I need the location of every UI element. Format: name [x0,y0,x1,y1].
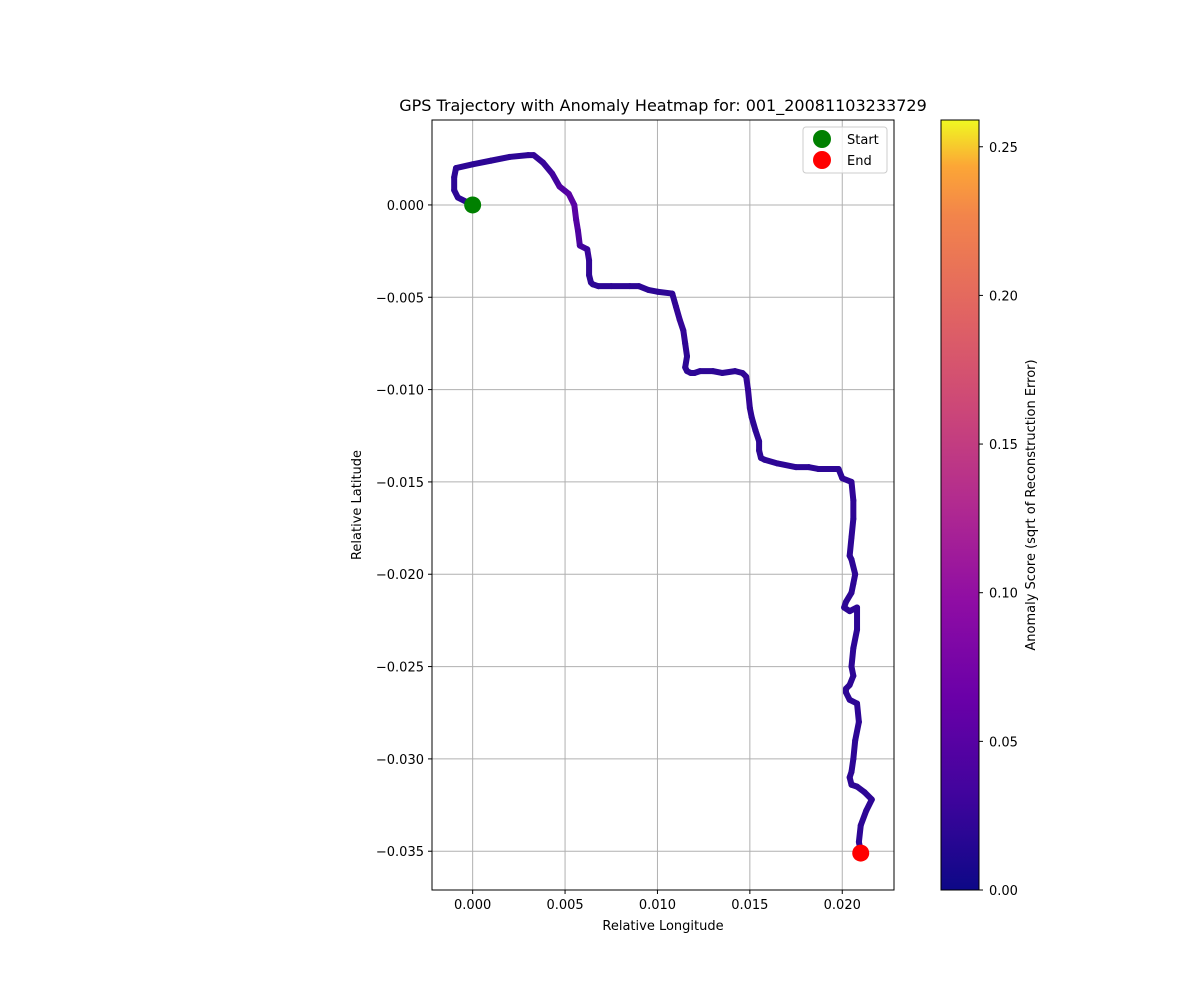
x-tick-label: 0.015 [731,898,768,913]
colorbar-tick-label: 0.05 [989,735,1018,750]
trajectory-segment [506,152,532,160]
colorbar-tick-label: 0.15 [989,438,1018,453]
y-tick-label: −0.035 [376,845,424,860]
trajectory-line [451,152,875,855]
y-tick-label: −0.010 [376,384,424,399]
endpoint-markers [464,196,870,862]
colorbar-tick-label: 0.20 [989,289,1018,304]
colorbar-tick-label: 0.10 [989,587,1018,602]
grid [432,120,894,890]
colorbar-tick-label: 0.25 [989,141,1018,156]
colorbar-tick-label: 0.00 [989,884,1018,899]
chart-title: GPS Trajectory with Anomaly Heatmap for:… [399,96,927,116]
plot-frame [431,119,895,891]
x-tick-label: 0.010 [639,898,676,913]
y-tick-label: −0.030 [376,753,424,768]
x-axis-ticks: 0.000 0.005 0.010 0.015 0.020 [454,890,861,913]
trajectory-segment [848,645,857,670]
marker-end [852,844,870,862]
y-tick-label: −0.025 [376,661,424,676]
plot-area: 0.000 0.005 0.010 0.015 0.020 0.000 −0.005 −0.… [376,119,895,913]
colorbar-ticks: 0.00 0.05 0.10 0.15 0.20 0.25 [979,141,1018,899]
trajectory-segment [850,626,861,652]
trajectory-segment [745,386,753,412]
legend-label-start: Start [847,133,879,148]
trajectory-segment [469,157,495,168]
colorbar-gradient [940,119,980,891]
y-tick-label: −0.015 [376,476,424,491]
x-axis-label: Relative Longitude [602,919,723,934]
x-tick-label: 0.005 [546,898,583,913]
marker-start [464,196,482,214]
y-tick-label: 0.000 [387,199,424,214]
legend-marker-start [813,130,831,148]
trajectory-segment [848,515,857,541]
y-axis-ticks: 0.000 −0.005 −0.010 −0.015 −0.020 −0.025 −0.03… [376,199,432,860]
trajectory-segment [854,700,862,725]
trajectory-segment [848,478,857,504]
colorbar: 0.00 0.05 0.10 0.15 0.20 0.25 Anomaly Score (… [940,119,1039,899]
legend: Start End [802,126,888,174]
colorbar-label: Anomaly Score (sqrt of Reconstruction Er… [1024,359,1039,650]
y-tick-label: −0.020 [376,568,424,583]
trajectory-segment [852,718,862,744]
trajectory-segment [846,534,855,559]
trajectory-segment [774,460,800,471]
legend-label-end: End [847,154,872,169]
x-tick-label: 0.000 [454,898,491,913]
y-axis-label: Relative Latitude [350,450,365,560]
y-tick-label: −0.005 [376,291,424,306]
x-tick-label: 0.020 [824,898,861,913]
trajectory-segment [850,737,859,762]
trajectory-segment [488,153,513,164]
legend-marker-end [813,151,831,169]
